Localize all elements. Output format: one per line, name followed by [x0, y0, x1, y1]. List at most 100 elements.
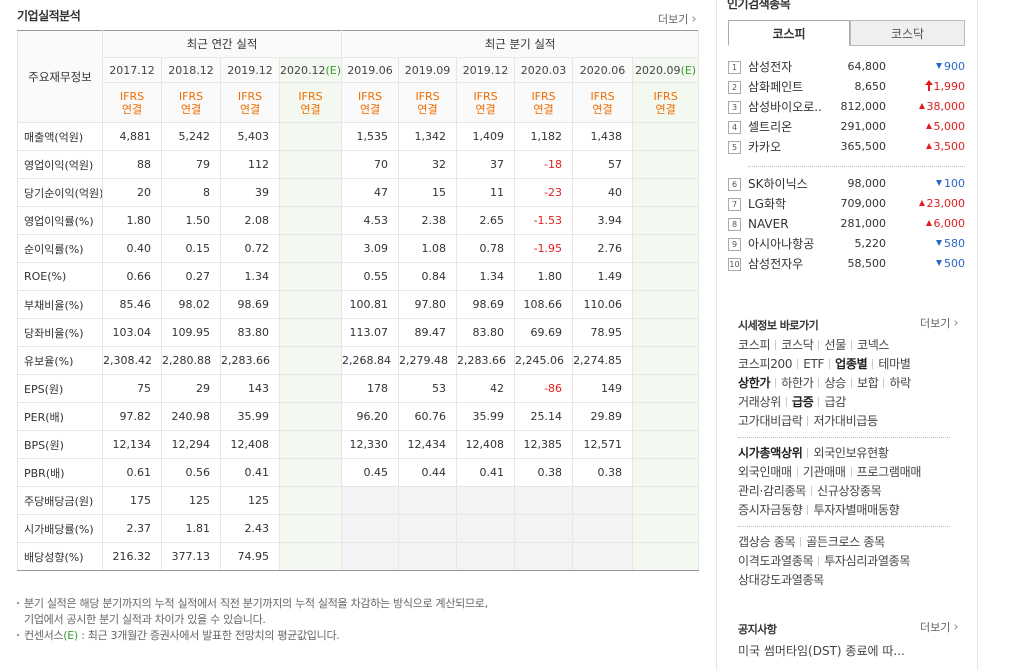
separator [797, 359, 799, 369]
row-label: 영업이익(억원) [17, 150, 103, 179]
stock-name[interactable]: 삼화페인트 [748, 80, 804, 94]
stock-name[interactable]: 셀트리온 [748, 120, 793, 134]
stock-name[interactable]: 삼성전자우 [748, 257, 804, 271]
quick-link[interactable]: 하한가 [781, 376, 814, 390]
quick-link[interactable]: 신규상장종목 [816, 484, 882, 498]
quick-link[interactable]: 외국인보유현황 [813, 446, 889, 460]
more-link[interactable]: 더보기 [920, 315, 957, 331]
quick-link[interactable]: 골든크로스 종목 [806, 535, 885, 549]
quick-link[interactable]: ETF [803, 357, 825, 371]
quick-link[interactable]: 코스피200 [738, 357, 793, 371]
stock-name[interactable]: LG화학 [748, 197, 787, 211]
separator [807, 505, 809, 515]
basis-text: IFRS [357, 89, 383, 103]
rank: 4 [728, 121, 741, 134]
note-line: 기업에서 공시한 분기 실적과 차이가 있을 수 있습니다. [17, 612, 488, 628]
change-icon [936, 260, 942, 266]
stock-row: 9 아시아나항공 5,220 580 [728, 234, 965, 254]
quick-link[interactable]: 상한가 [738, 376, 771, 390]
link-line: 코스피200 ETF 업종별 테마별 [738, 355, 950, 374]
note-text: : 최근 3개월간 증권사에서 발표한 전망치의 평균값입니다. [77, 629, 340, 642]
empty-cell [632, 318, 700, 347]
cell-value: 0.41 [220, 458, 280, 487]
period-date: 2018.12 [161, 57, 221, 83]
quick-link[interactable]: 상대강도과열종목 [738, 573, 824, 587]
empty-cell [278, 374, 343, 403]
period-date: 2017.12 [102, 57, 162, 83]
stock-name[interactable]: 카카오 [748, 140, 782, 154]
more-link[interactable]: 더보기 [920, 619, 957, 635]
basis-text: IFRS [473, 89, 498, 103]
quick-link[interactable]: 업종별 [835, 357, 868, 371]
cell-value: 4.53 [341, 206, 400, 235]
basis-text: IFRS [298, 89, 323, 103]
quick-link[interactable]: 급증 [791, 395, 814, 409]
note-line: 분기 실적은 해당 분기까지의 누적 실적에서 직전 분기까지의 누적 실적을 … [17, 596, 488, 612]
quick-link[interactable]: 고가대비급락 [738, 414, 803, 428]
quick-link[interactable]: 이격도과열종목 [738, 554, 814, 568]
change-icon [925, 123, 932, 129]
quick-link[interactable]: 갭상승 종목 [738, 535, 796, 549]
basis-text: IFRS [590, 89, 615, 103]
quick-link[interactable]: 급감 [824, 395, 846, 409]
quick-link[interactable]: 투자심리과열종목 [824, 554, 911, 568]
link-line: 시가총액상위 외국인보유현황 [738, 444, 950, 463]
empty-cell [278, 262, 343, 291]
row-label: 주당배당금(원) [17, 486, 103, 515]
quick-link[interactable]: 증시자금동향 [738, 503, 803, 517]
quick-link[interactable]: 보합 [856, 376, 879, 390]
empty-cell [278, 206, 343, 235]
quick-link[interactable]: 시가총액상위 [738, 446, 803, 460]
cell-value: 98.69 [220, 290, 280, 319]
separator [796, 467, 798, 477]
price: 5,220 [854, 237, 887, 250]
popular-title: 인기검색종목 [727, 0, 791, 11]
quick-link[interactable]: 기관매매 [802, 465, 846, 479]
quick-link[interactable]: 저가대비급등 [813, 414, 878, 428]
data-row: BPS(원) 12,134 12,294 12,408 12,330 12,434 12,4… [17, 430, 700, 459]
quick-link[interactable]: 투자자별매매동향 [813, 503, 900, 517]
cell-value: 125 [220, 486, 280, 515]
basis: IFRS 연결 [220, 82, 280, 123]
quick-link[interactable]: 테마별 [878, 357, 911, 371]
stock-row: 3 삼성바이오로.. 812,000 38,000 [728, 97, 965, 117]
cell-value: 2.76 [572, 234, 634, 263]
change-icon [925, 220, 932, 226]
empty-cell [632, 458, 700, 487]
row-label: 순이익률(%) [17, 234, 103, 263]
more-link[interactable]: 더보기 [658, 11, 695, 27]
cell-value: -18 [514, 150, 574, 179]
data-row: PBR(배) 0.61 0.56 0.41 0.45 0.44 0.41 0.38 0.38 [17, 458, 700, 487]
cell-value: 11 [456, 178, 516, 207]
cell-value: -1.53 [514, 206, 574, 235]
stock-name[interactable]: SK하이닉스 [748, 177, 808, 191]
quick-link[interactable]: 상승 [824, 376, 846, 390]
notes: 분기 실적은 해당 분기까지의 누적 실적에서 직전 분기까지의 누적 실적을 … [17, 596, 488, 644]
quick-link[interactable]: 코스피 [738, 338, 771, 352]
data-row: 영업이익률(%) 1.80 1.50 2.08 4.53 2.38 2.65 -1.53 3.9… [17, 206, 700, 235]
empty-cell [632, 346, 700, 375]
tab[interactable]: 코스닥 [850, 20, 965, 46]
bullet [17, 634, 19, 636]
quick-link[interactable]: 하락 [889, 376, 911, 390]
quick-link[interactable]: 관리·감리종목 [738, 484, 806, 498]
cell-value: 0.84 [398, 262, 458, 291]
quick-link[interactable]: 거래상위 [738, 395, 781, 409]
stock-name[interactable]: 삼성전자 [748, 60, 793, 74]
quick-link[interactable]: 프로그램매매 [856, 465, 922, 479]
notice-title: 공지사항 [738, 623, 777, 636]
quick-link[interactable]: 외국인매매 [738, 465, 792, 479]
stock-name[interactable]: 삼성바이오로.. [748, 100, 822, 114]
change: 3,500 [925, 137, 965, 157]
empty-cell [278, 514, 343, 543]
stock-name[interactable]: 아시아나항공 [748, 237, 815, 251]
quick-link[interactable]: 선물 [824, 338, 846, 352]
cell-value: 2,268.84 [341, 346, 400, 375]
quick-link[interactable]: 코스닥 [781, 338, 814, 352]
period-date: 2020.03 [514, 57, 574, 83]
tab[interactable]: 코스피 [728, 20, 850, 46]
quick-link[interactable]: 코넥스 [856, 338, 890, 352]
stock-name[interactable]: NAVER [748, 217, 789, 231]
empty-cell [398, 542, 458, 571]
notice-item[interactable]: 미국 썸머타임(DST) 종료에 따... [738, 644, 905, 658]
